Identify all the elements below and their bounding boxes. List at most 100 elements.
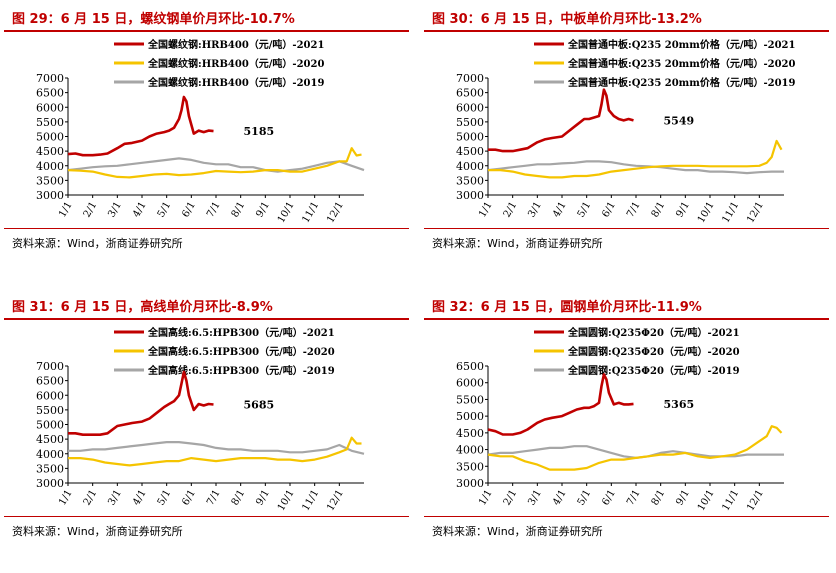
source-divider: [4, 516, 409, 517]
x-tick-label: 9/1: [254, 488, 272, 507]
legend-label-2019: 全国螺纹钢:HRB400（元/吨）-2019: [147, 76, 324, 89]
series-line-2020: [488, 139, 783, 179]
series-line-2019: [487, 160, 784, 175]
source-divider: [424, 516, 829, 517]
y-tick-label: 7000: [36, 72, 64, 85]
source-note: 资料来源：Wind，浙商证券研究所: [432, 237, 603, 250]
x-tick-label: 4/1: [551, 488, 569, 507]
legend-label-2021: 全国螺纹钢:HRB400（元/吨）-2021: [147, 38, 324, 51]
y-tick-label: 3000: [36, 189, 64, 202]
x-tick-label: 12/1: [325, 488, 346, 513]
y-tick-label: 3000: [456, 189, 484, 202]
x-tick-label: 9/1: [254, 200, 272, 219]
y-tick-label: 7000: [36, 360, 64, 373]
legend-label-2020: 全国普通中板:Q235 20mm价格（元/吨）-2020: [567, 57, 796, 70]
series-line-2020: [67, 147, 362, 179]
y-tick-label: 6000: [36, 101, 64, 114]
x-tick-label: 10/1: [276, 488, 297, 513]
x-tick-label: 5/1: [156, 488, 174, 507]
source-divider: [424, 228, 829, 229]
chart-svg-32: 全国圆钢:Q235Φ20（元/吨）-2021 全国圆钢:Q235Φ20（元/吨）-…: [456, 326, 784, 513]
x-tick-label: 1/1: [57, 488, 75, 507]
x-tick-label: 7/1: [625, 488, 643, 507]
x-tick-label: 7/1: [205, 488, 223, 507]
x-tick-label: 5/1: [576, 488, 594, 507]
legend-label-2020: 全国螺纹钢:HRB400（元/吨）-2020: [147, 57, 324, 70]
x-tick-label: 8/1: [230, 488, 248, 507]
y-tick-label: 5000: [456, 131, 484, 144]
legend-label-2021: 全国高线:6.5:HPB300（元/吨）-2021: [147, 326, 335, 339]
x-tick-label: 2/1: [502, 200, 520, 219]
y-tick-label: 6500: [36, 375, 64, 388]
chart-svg-30: 全国普通中板:Q235 20mm价格（元/吨）-2021 全国普通中板:Q235 …: [456, 38, 796, 225]
x-tick-label: 6/1: [180, 488, 198, 507]
chart-panel-32: 图 32：6 月 15 日，圆钢单价月环比-11.9% 全国圆钢:Q235Φ20…: [424, 288, 834, 568]
chart-title: 图 29：6 月 15 日，螺纹钢单价月环比-10.7%: [12, 12, 295, 27]
latest-value-label: 5549: [664, 114, 695, 127]
x-tick-label: 1/1: [57, 200, 75, 219]
y-tick-label: 6000: [456, 377, 484, 390]
series-line-2020: [68, 436, 362, 467]
x-tick-label: 8/1: [230, 200, 248, 219]
x-tick-label: 1/1: [477, 200, 495, 219]
x-tick-label: 6/1: [600, 488, 618, 507]
legend-label-2019: 全国高线:6.5:HPB300（元/吨）-2019: [147, 364, 335, 377]
y-tick-label: 5000: [36, 419, 64, 432]
x-tick-label: 4/1: [131, 200, 149, 219]
series-line-2019: [68, 441, 365, 455]
x-tick-label: 12/1: [745, 200, 766, 225]
x-tick-label: 2/1: [82, 488, 100, 507]
x-tick-label: 4/1: [551, 200, 569, 219]
title-divider: [4, 318, 409, 320]
x-tick-label: 3/1: [526, 488, 544, 507]
y-tick-label: 3000: [456, 477, 484, 490]
x-tick-label: 11/1: [721, 200, 742, 225]
x-tick-label: 3/1: [106, 200, 124, 219]
y-tick-label: 6000: [456, 101, 484, 114]
source-note: 资料来源：Wind，浙商证券研究所: [12, 237, 183, 250]
legend-label-2021: 全国普通中板:Q235 20mm价格（元/吨）-2021: [567, 38, 795, 51]
title-divider: [4, 30, 409, 32]
source-divider: [4, 228, 409, 229]
x-tick-label: 7/1: [205, 200, 223, 219]
x-tick-label: 10/1: [276, 200, 297, 225]
x-tick-label: 1/1: [477, 488, 495, 507]
y-tick-label: 5000: [456, 410, 484, 423]
x-tick-label: 9/1: [674, 488, 692, 507]
y-tick-label: 6500: [456, 87, 484, 100]
y-tick-label: 3500: [36, 462, 64, 475]
y-tick-label: 7000: [456, 72, 484, 85]
chart-svg-31: 全国高线:6.5:HPB300（元/吨）-2021 全国高线:6.5:HPB300…: [36, 326, 365, 513]
series-line-2020: [487, 425, 783, 471]
x-tick-label: 9/1: [674, 200, 692, 219]
x-tick-label: 6/1: [180, 200, 198, 219]
series-line-2021: [487, 373, 634, 436]
y-tick-label: 4500: [456, 427, 484, 440]
chart-title: 图 30：6 月 15 日，中板单价月环比-13.2%: [432, 12, 702, 27]
x-tick-label: 10/1: [696, 200, 717, 225]
x-tick-label: 4/1: [131, 488, 149, 507]
latest-value-label: 5365: [664, 398, 695, 411]
series-line-2021: [68, 370, 214, 436]
chart-svg-29: 全国螺纹钢:HRB400（元/吨）-2021 全国螺纹钢:HRB400（元/吨）-…: [36, 38, 365, 225]
y-tick-label: 5500: [456, 393, 484, 406]
x-tick-label: 12/1: [745, 488, 766, 513]
x-tick-label: 3/1: [106, 488, 124, 507]
source-note: 资料来源：Wind，浙商证券研究所: [432, 525, 603, 538]
source-note: 资料来源：Wind，浙商证券研究所: [12, 525, 183, 538]
x-tick-label: 3/1: [526, 200, 544, 219]
x-tick-label: 11/1: [301, 488, 322, 513]
x-tick-label: 11/1: [301, 200, 322, 225]
y-tick-label: 4500: [36, 145, 64, 158]
title-divider: [424, 30, 829, 32]
x-tick-label: 7/1: [625, 200, 643, 219]
y-tick-label: 5500: [36, 404, 64, 417]
legend-label-2021: 全国圆钢:Q235Φ20（元/吨）-2021: [567, 326, 740, 339]
x-tick-label: 12/1: [325, 200, 346, 225]
chart-panel-30: 图 30：6 月 15 日，中板单价月环比-13.2% 全国普通中板:Q235 …: [424, 0, 834, 280]
x-tick-label: 2/1: [82, 200, 100, 219]
x-tick-label: 6/1: [600, 200, 618, 219]
x-tick-label: 10/1: [696, 488, 717, 513]
title-divider: [424, 318, 829, 320]
y-tick-label: 5500: [36, 116, 64, 129]
